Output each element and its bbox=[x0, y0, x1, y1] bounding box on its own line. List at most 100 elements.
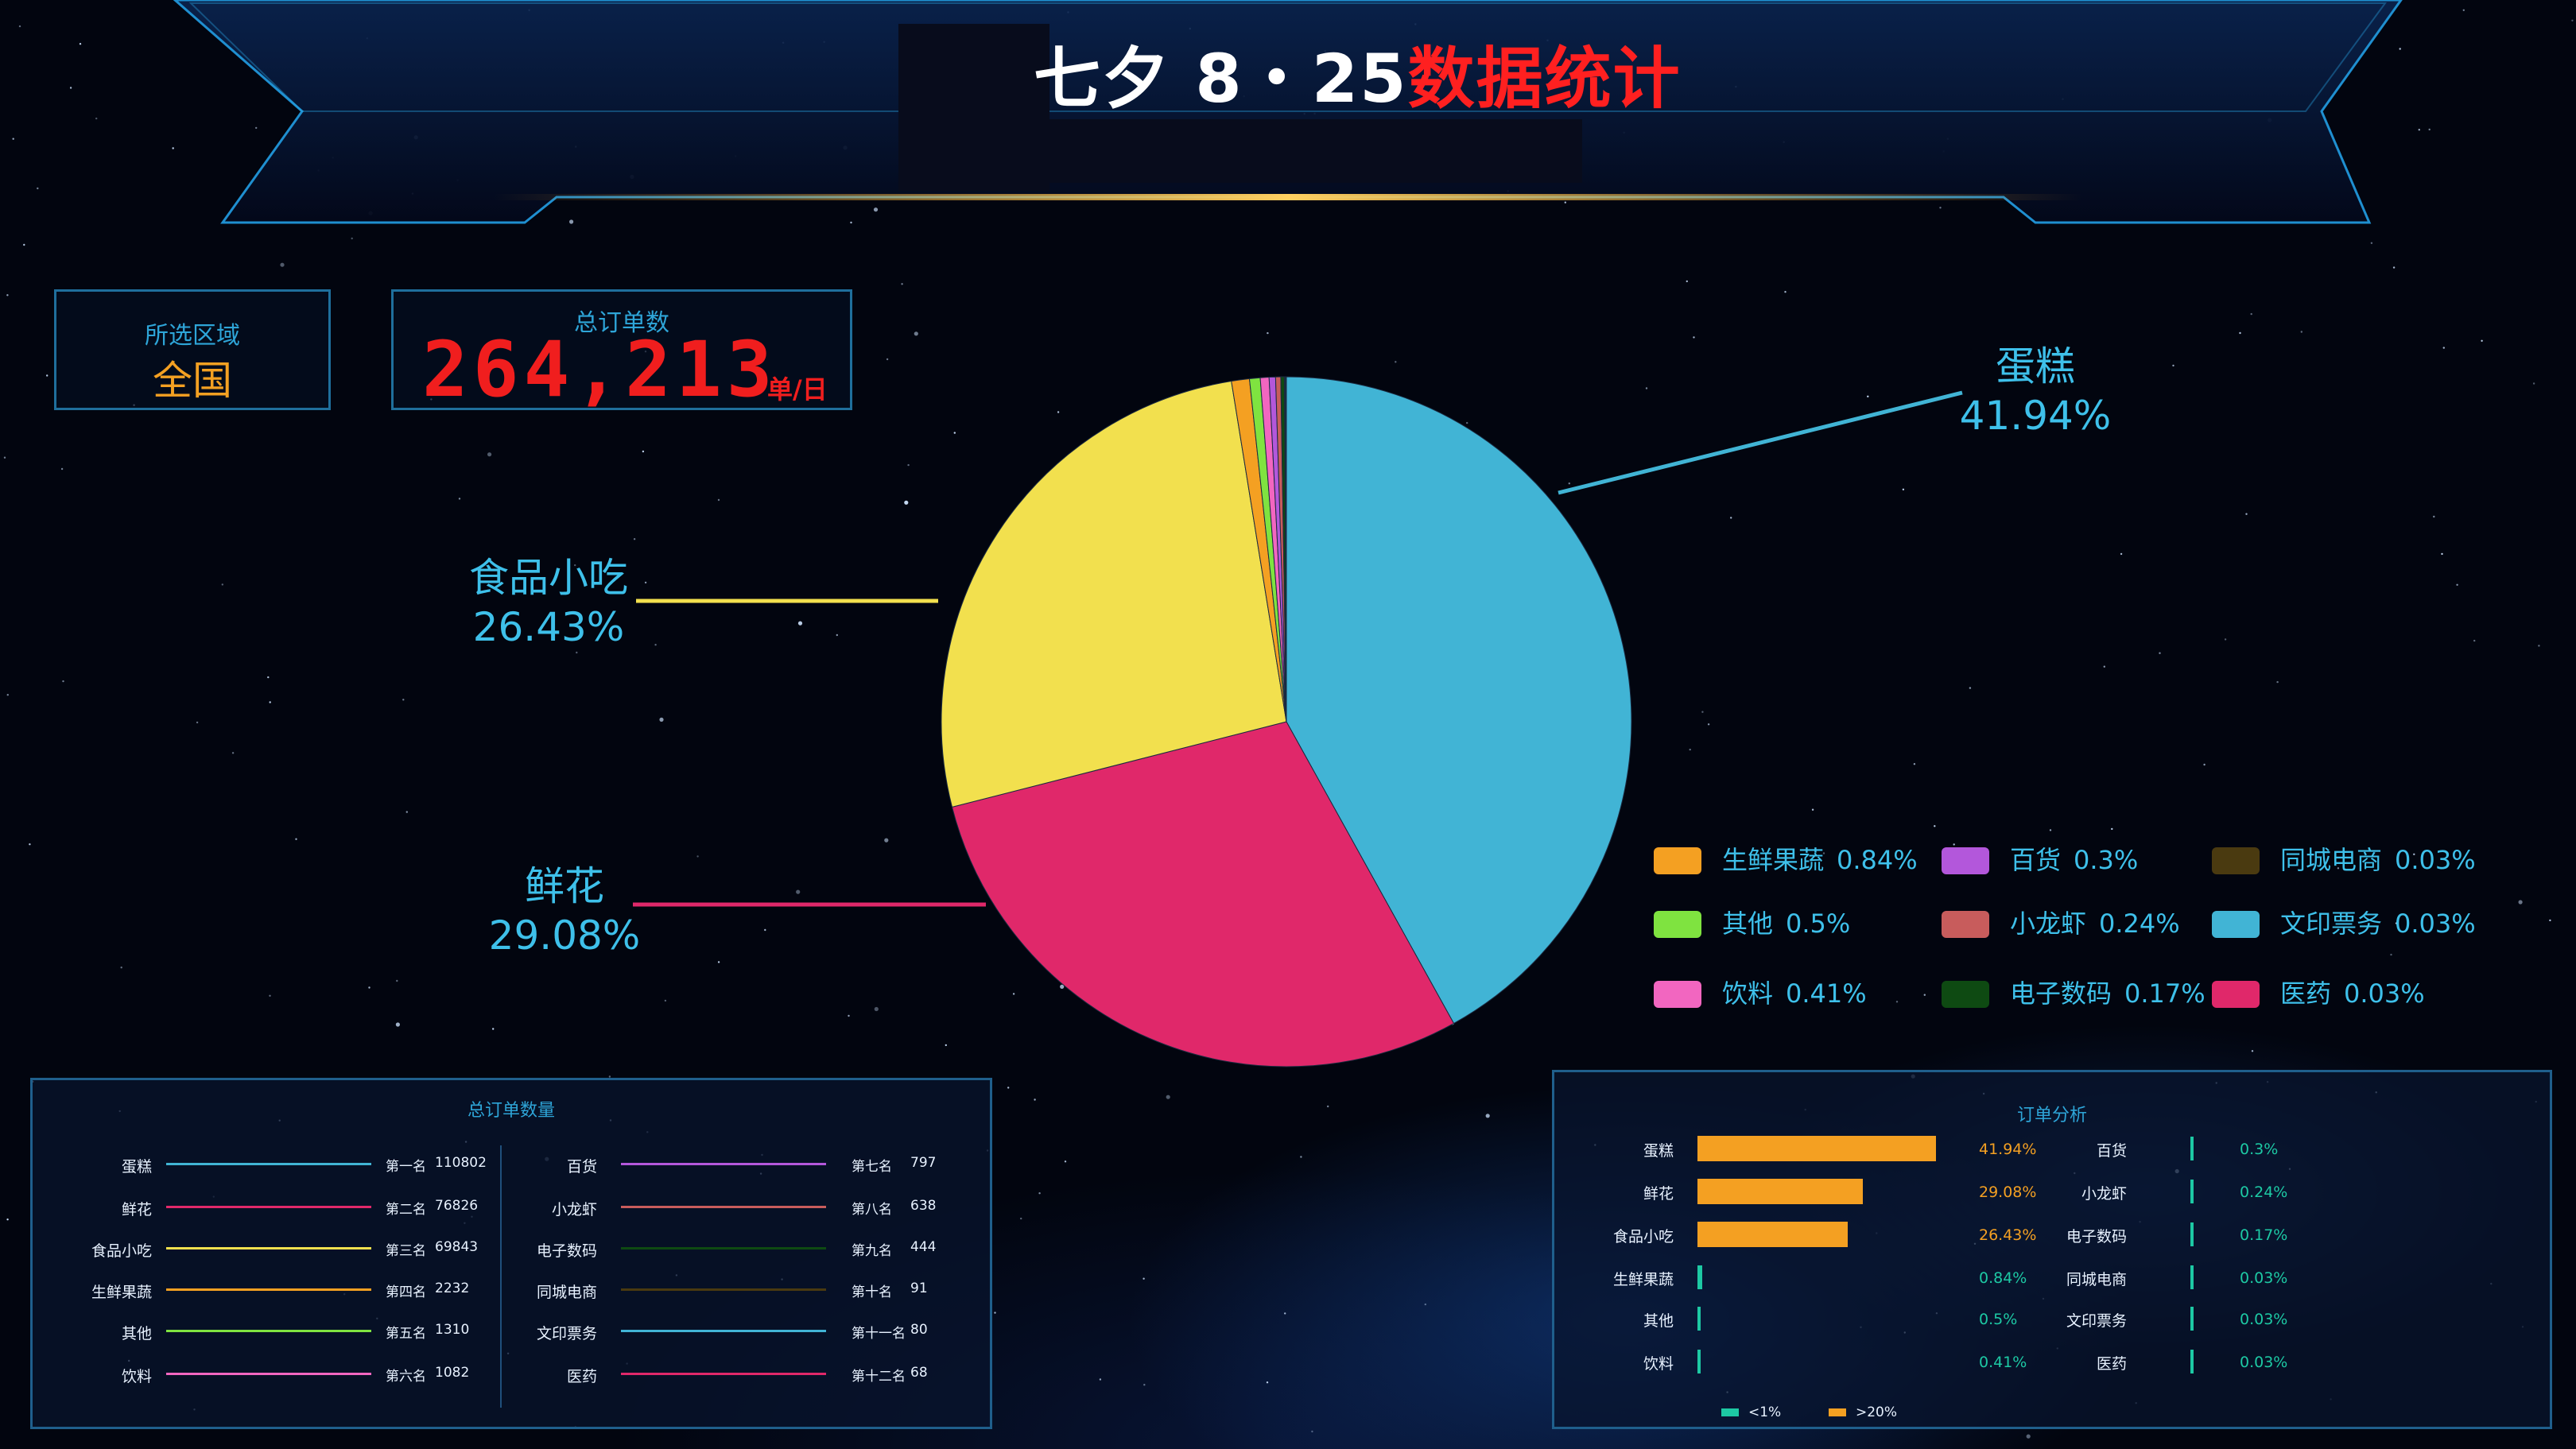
legend-swatch-3 bbox=[1654, 847, 1701, 874]
table-count-9: 91 bbox=[910, 1280, 928, 1296]
star bbox=[1645, 387, 1648, 389]
page-title: 七夕 8・25数据统计 bbox=[1034, 25, 1680, 122]
table-line-6 bbox=[621, 1163, 826, 1165]
star bbox=[2532, 382, 2535, 385]
star bbox=[12, 138, 14, 140]
star bbox=[764, 928, 766, 932]
star bbox=[60, 467, 64, 471]
star bbox=[904, 500, 909, 505]
legend-name-11: 医药 bbox=[2280, 978, 2332, 1009]
analysis-name-8: 电子数码 bbox=[2066, 1228, 2127, 1246]
legend-high: >20% bbox=[1829, 1404, 1897, 1420]
star bbox=[6, 694, 9, 696]
star bbox=[1913, 763, 1916, 765]
analysis-pct-1: 29.08% bbox=[1979, 1184, 2037, 1201]
legend-swatch-7 bbox=[1942, 911, 1989, 938]
star bbox=[2538, 645, 2540, 647]
legend-swatch-8 bbox=[1942, 981, 1989, 1008]
star bbox=[1689, 748, 1691, 751]
star bbox=[569, 219, 574, 224]
star bbox=[1707, 723, 1710, 726]
star bbox=[796, 889, 801, 894]
star bbox=[2433, 515, 2435, 518]
star bbox=[1864, 851, 1866, 854]
star bbox=[23, 243, 25, 246]
table-rank-9: 第十名 bbox=[852, 1284, 892, 1300]
table-count-0: 110802 bbox=[435, 1155, 487, 1171]
star bbox=[1784, 291, 1787, 293]
star bbox=[644, 581, 647, 584]
table-rank-8: 第九名 bbox=[852, 1243, 892, 1259]
star bbox=[2049, 829, 2052, 831]
table-name-10: 文印票务 bbox=[536, 1325, 597, 1342]
star bbox=[2120, 552, 2123, 556]
table-count-11: 68 bbox=[910, 1365, 928, 1381]
total-orders-value: 264,213 bbox=[422, 325, 778, 414]
table-name-7: 小龙虾 bbox=[551, 1201, 597, 1218]
legend-name-9: 同城电商 bbox=[2280, 845, 2383, 875]
analysis-name-10: 文印票务 bbox=[2066, 1312, 2127, 1330]
star bbox=[2370, 242, 2373, 244]
star bbox=[914, 331, 918, 336]
pie-slice-1[interactable] bbox=[951, 721, 1455, 1067]
table-rank-5: 第六名 bbox=[386, 1369, 426, 1385]
analysis-bar-1 bbox=[1697, 1179, 1863, 1204]
star bbox=[2250, 312, 2252, 316]
table-line-0 bbox=[166, 1163, 371, 1165]
analysis-pct-11: 0.03% bbox=[2240, 1354, 2288, 1371]
table-name-11: 医药 bbox=[566, 1368, 597, 1385]
star bbox=[1038, 1192, 1041, 1195]
analysis-name-1: 鲜花 bbox=[1643, 1185, 1674, 1203]
star bbox=[848, 1014, 850, 1017]
star bbox=[2103, 665, 2105, 668]
legend-name-8: 电子数码 bbox=[2010, 978, 2112, 1009]
star bbox=[458, 498, 461, 500]
pie-label-cake-name: 蛋糕 bbox=[1996, 343, 2075, 389]
star bbox=[1143, 1277, 1145, 1280]
analysis-bar-9 bbox=[2190, 1265, 2194, 1289]
table-rank-4: 第五名 bbox=[386, 1326, 426, 1342]
star bbox=[2395, 922, 2398, 924]
table-rank-6: 第七名 bbox=[852, 1159, 892, 1175]
analysis-bar-5 bbox=[1697, 1350, 1701, 1373]
analysis-bar-7 bbox=[2190, 1180, 2194, 1203]
star bbox=[2571, 19, 2574, 21]
analysis-bar-2 bbox=[1697, 1222, 1849, 1247]
star bbox=[1284, 1312, 1286, 1315]
legend-pct-7: 0.24% bbox=[2099, 909, 2180, 939]
table-rank-10: 第十一名 bbox=[852, 1326, 906, 1342]
legend-swatch-9 bbox=[2212, 847, 2260, 874]
region-box[interactable]: 所选区域 全国 bbox=[54, 289, 331, 410]
star bbox=[1902, 488, 1905, 490]
star bbox=[402, 699, 405, 701]
total-orders-box: 总订单数 264,213 单/日 bbox=[391, 289, 852, 414]
table-count-6: 797 bbox=[910, 1155, 937, 1171]
legend-text-8: 电子数码 0.17% bbox=[2010, 978, 2206, 1009]
pie-label-snack: 食品小吃 26.43% bbox=[453, 553, 644, 652]
star bbox=[901, 283, 903, 285]
pie-slice-0[interactable] bbox=[1286, 376, 1632, 1025]
star bbox=[797, 621, 803, 626]
star bbox=[29, 843, 31, 846]
star bbox=[46, 374, 48, 377]
legend-pct-9: 0.03% bbox=[2395, 845, 2476, 875]
star bbox=[1012, 993, 1015, 995]
star bbox=[1701, 711, 1704, 713]
pie-label-cake-pct: 41.94% bbox=[1959, 393, 2112, 439]
star bbox=[1034, 1098, 1036, 1101]
legend-pct-8: 0.17% bbox=[2124, 978, 2206, 1009]
star bbox=[62, 680, 64, 683]
star bbox=[1327, 1105, 1329, 1108]
analysis-pct-4: 0.5% bbox=[1979, 1311, 2018, 1328]
star bbox=[2337, 867, 2340, 870]
star bbox=[1007, 1087, 1010, 1089]
star bbox=[395, 1022, 400, 1027]
region-label: 所选区域 bbox=[145, 322, 240, 350]
pie-slice-2[interactable] bbox=[941, 380, 1287, 808]
star bbox=[295, 838, 297, 840]
table-name-6: 百货 bbox=[566, 1158, 597, 1176]
star bbox=[2441, 552, 2443, 556]
table-line-7 bbox=[621, 1206, 826, 1208]
order-count-panel-title: 总订单数量 bbox=[467, 1101, 555, 1121]
title-white-part: 七夕 8・25 bbox=[1034, 40, 1408, 118]
